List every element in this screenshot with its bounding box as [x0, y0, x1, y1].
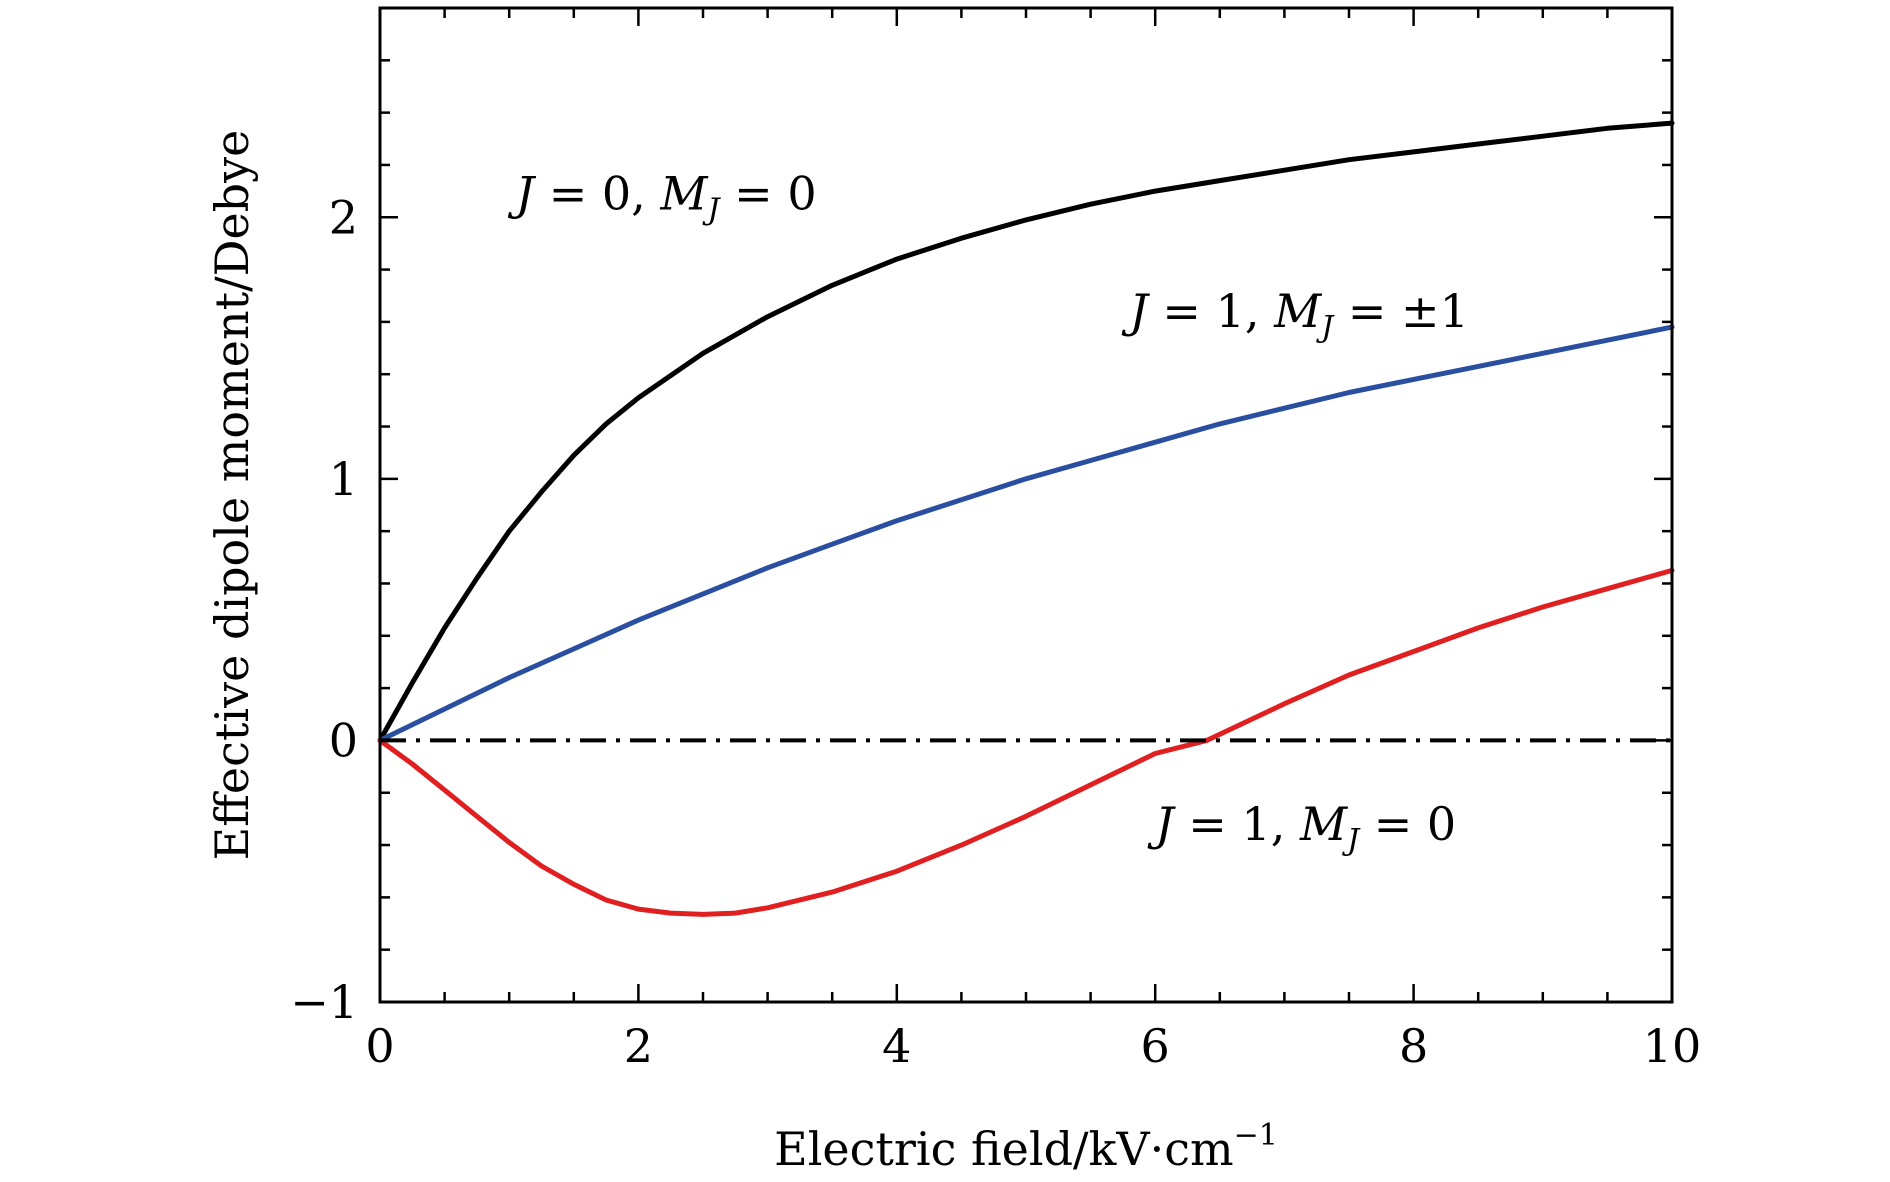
annotation-part: = 0 — [1359, 797, 1456, 851]
annotation-part: = ±1 — [1333, 284, 1469, 338]
x-tick-label: 4 — [882, 1019, 911, 1073]
x-axis-title-exponent: −1 — [1234, 1118, 1278, 1153]
annotation-part: = 1, — [1174, 797, 1300, 851]
y-tick-label: −1 — [290, 975, 358, 1029]
annotation-part: = 0, — [534, 166, 660, 220]
y-tick-label: 2 — [329, 190, 358, 244]
annotation-part: = 1, — [1148, 284, 1274, 338]
plot-frame — [378, 6, 1674, 1004]
curve-annotation-0: J = 0, MJ = 0 — [508, 166, 817, 227]
curve-annotations: J = 0, MJ = 0J = 1, MJ = ±1J = 1, MJ = 0 — [508, 166, 1469, 857]
x-tick-label: 2 — [624, 1019, 653, 1073]
series-line-2 — [377, 567, 1675, 917]
x-tick-label: 10 — [1643, 1019, 1702, 1073]
curve-annotation-2: J = 1, MJ = 0 — [1147, 797, 1456, 858]
annotation-part: = 0 — [720, 166, 817, 220]
x-tick-label: 0 — [365, 1019, 394, 1073]
annotation-part: J — [1121, 284, 1150, 338]
x-axis-title: Electric field/kV·cm−1 — [774, 1118, 1278, 1176]
x-axis-title-text: Electric field/kV·cm — [774, 1122, 1234, 1176]
x-tick-label: 8 — [1399, 1019, 1428, 1073]
y-tick-label: 0 — [329, 713, 358, 767]
annotation-part: M — [1299, 797, 1349, 851]
y-tick-label: 1 — [329, 452, 358, 506]
series-line-0 — [377, 120, 1675, 743]
annotation-part: J — [1147, 797, 1176, 851]
annotation-part: M — [659, 166, 709, 220]
annotation-part: J — [508, 166, 537, 220]
series-line-1 — [377, 324, 1675, 743]
curve-annotation-1: J = 1, MJ = ±1 — [1121, 284, 1469, 345]
y-axis-title: Effective dipole moment/Debye — [205, 130, 259, 861]
series-lines — [377, 120, 1675, 917]
annotation-part: M — [1273, 284, 1323, 338]
x-tick-label: 6 — [1141, 1019, 1170, 1073]
axis-ticks — [378, 6, 1674, 1004]
